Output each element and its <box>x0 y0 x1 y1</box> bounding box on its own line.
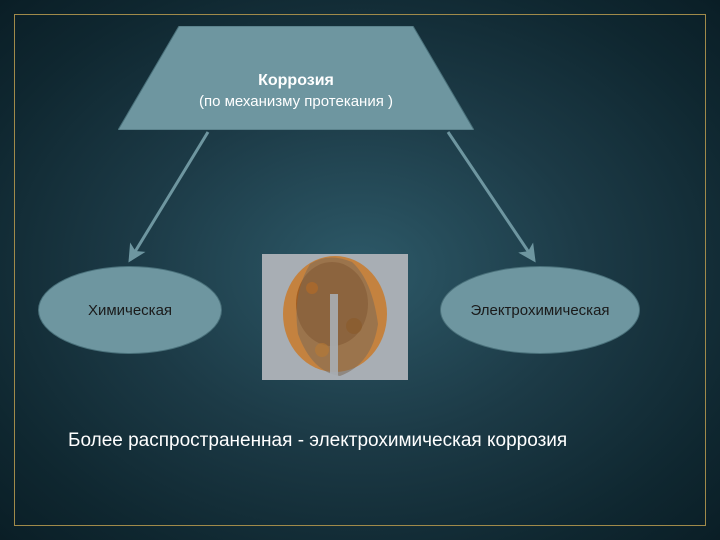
root-node: Коррозия (по механизму протекания ) <box>118 26 474 130</box>
child-node-electrochemical: Электрохимическая <box>440 266 640 354</box>
root-title: Коррозия <box>258 70 334 92</box>
slide-background: Коррозия (по механизму протекания ) Хими… <box>0 0 720 540</box>
child-label: Химическая <box>82 302 178 319</box>
footer-text: Более распространенная - электрохимическ… <box>68 428 628 454</box>
rust-image <box>262 254 408 380</box>
child-label: Электрохимическая <box>464 302 615 319</box>
root-subtitle: (по механизму протекания ) <box>199 92 393 112</box>
root-node-text: Коррозия (по механизму протекания ) <box>118 26 474 130</box>
child-node-chemical: Химическая <box>38 266 222 354</box>
